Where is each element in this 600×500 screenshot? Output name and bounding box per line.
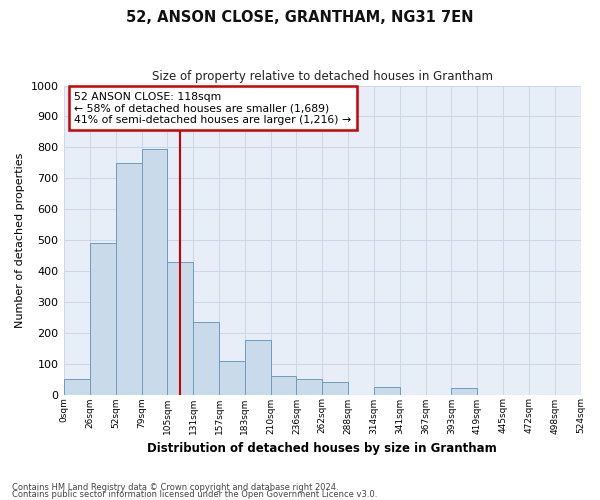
Text: 52, ANSON CLOSE, GRANTHAM, NG31 7EN: 52, ANSON CLOSE, GRANTHAM, NG31 7EN — [126, 10, 474, 25]
Bar — [64, 379, 90, 394]
Bar — [116, 163, 142, 394]
Bar — [322, 382, 348, 394]
Bar — [296, 379, 322, 394]
Bar — [219, 360, 245, 394]
Bar — [142, 149, 167, 394]
Text: Contains public sector information licensed under the Open Government Licence v3: Contains public sector information licen… — [12, 490, 377, 499]
Bar — [451, 388, 477, 394]
Text: Contains HM Land Registry data © Crown copyright and database right 2024.: Contains HM Land Registry data © Crown c… — [12, 484, 338, 492]
X-axis label: Distribution of detached houses by size in Grantham: Distribution of detached houses by size … — [148, 442, 497, 455]
Text: 52 ANSON CLOSE: 118sqm
← 58% of detached houses are smaller (1,689)
41% of semi-: 52 ANSON CLOSE: 118sqm ← 58% of detached… — [74, 92, 352, 125]
Y-axis label: Number of detached properties: Number of detached properties — [15, 152, 25, 328]
Bar — [193, 322, 219, 394]
Bar — [374, 387, 400, 394]
Bar — [90, 243, 116, 394]
Bar — [271, 376, 296, 394]
Bar — [245, 340, 271, 394]
Title: Size of property relative to detached houses in Grantham: Size of property relative to detached ho… — [152, 70, 493, 83]
Bar — [167, 262, 193, 394]
